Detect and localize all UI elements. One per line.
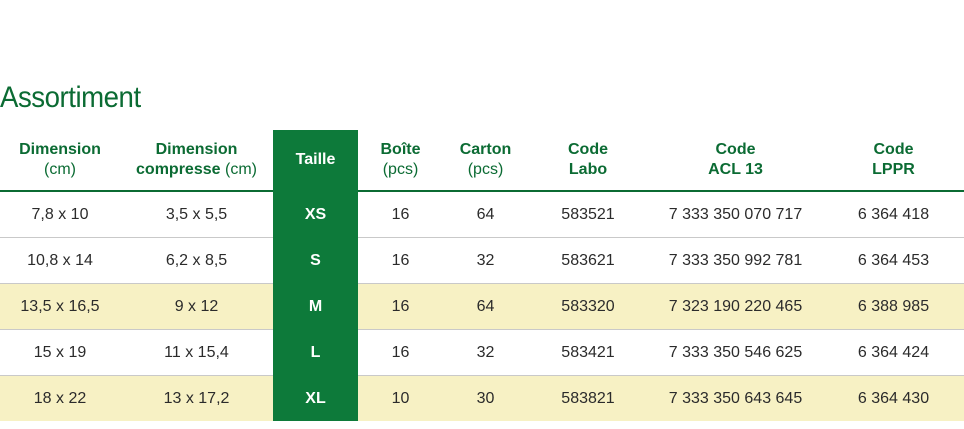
header-carton: Carton (pcs) bbox=[443, 130, 528, 192]
header-carton-main: Carton bbox=[459, 141, 512, 158]
table-row: 18 x 22 13 x 17,2 XL 10 30 583821 7 333 … bbox=[0, 375, 964, 421]
cell-compresse: 9 x 12 bbox=[120, 283, 273, 330]
cell-boite: 10 bbox=[358, 375, 443, 421]
header-dimension-main: Dimension bbox=[19, 141, 101, 158]
header-dimension-compresse-main: Dimension bbox=[155, 141, 238, 158]
header-code-labo: Code Labo bbox=[528, 130, 648, 192]
table-header-row: Dimension (cm) Dimension compresse (cm) … bbox=[0, 130, 964, 192]
header-boite-sub: (pcs) bbox=[382, 161, 419, 178]
header-code-labo-main: Code bbox=[568, 141, 608, 158]
header-code-lppr-main: Code bbox=[873, 141, 914, 158]
header-dimension-sub: (cm) bbox=[44, 161, 76, 178]
cell-code-labo: 583421 bbox=[528, 329, 648, 376]
cell-carton: 64 bbox=[443, 283, 528, 330]
cell-carton: 32 bbox=[443, 329, 528, 376]
cell-compresse: 13 x 17,2 bbox=[120, 375, 273, 421]
table-row: 13,5 x 16,5 9 x 12 M 16 64 583320 7 323 … bbox=[0, 283, 964, 330]
cell-dimension: 7,8 x 10 bbox=[0, 191, 120, 238]
cell-code-lppr: 6 388 985 bbox=[823, 283, 964, 330]
cell-code-lppr: 6 364 430 bbox=[823, 375, 964, 421]
header-dimension-compresse-main2: compresse bbox=[136, 161, 221, 178]
cell-taille: L bbox=[273, 329, 358, 376]
cell-boite: 16 bbox=[358, 191, 443, 238]
cell-code-lppr: 6 364 418 bbox=[823, 191, 964, 238]
cell-code-lppr: 6 364 453 bbox=[823, 237, 964, 284]
cell-code-acl: 7 323 190 220 465 bbox=[648, 283, 823, 330]
cell-dimension: 18 x 22 bbox=[0, 375, 120, 421]
cell-code-labo: 583320 bbox=[528, 283, 648, 330]
cell-taille: XL bbox=[273, 375, 358, 421]
header-boite: Boîte (pcs) bbox=[358, 130, 443, 192]
header-code-lppr-sub: LPPR bbox=[872, 161, 915, 178]
cell-compresse: 3,5 x 5,5 bbox=[120, 191, 273, 238]
header-dimension: Dimension (cm) bbox=[0, 130, 120, 192]
cell-code-acl: 7 333 350 070 717 bbox=[648, 191, 823, 238]
header-code-lppr: Code LPPR bbox=[823, 130, 964, 192]
cell-compresse: 11 x 15,4 bbox=[120, 329, 273, 376]
cell-taille: XS bbox=[273, 191, 358, 238]
cell-carton: 30 bbox=[443, 375, 528, 421]
cell-dimension: 13,5 x 16,5 bbox=[0, 283, 120, 330]
cell-dimension: 10,8 x 14 bbox=[0, 237, 120, 284]
cell-code-acl: 7 333 350 546 625 bbox=[648, 329, 823, 376]
cell-carton: 32 bbox=[443, 237, 528, 284]
cell-code-labo: 583621 bbox=[528, 237, 648, 284]
cell-boite: 16 bbox=[358, 283, 443, 330]
cell-boite: 16 bbox=[358, 329, 443, 376]
header-carton-sub: (pcs) bbox=[467, 161, 504, 178]
page-title: Assortiment bbox=[0, 81, 141, 114]
header-dimension-compresse: Dimension compresse (cm) bbox=[120, 130, 273, 192]
header-code-acl-main: Code bbox=[715, 141, 756, 158]
header-boite-main: Boîte bbox=[380, 141, 421, 158]
table-row: 7,8 x 10 3,5 x 5,5 XS 16 64 583521 7 333… bbox=[0, 191, 964, 238]
cell-code-acl: 7 333 350 643 645 bbox=[648, 375, 823, 421]
table-row: 10,8 x 14 6,2 x 8,5 S 16 32 583621 7 333… bbox=[0, 237, 964, 284]
cell-boite: 16 bbox=[358, 237, 443, 284]
assortment-table: Dimension (cm) Dimension compresse (cm) … bbox=[0, 130, 964, 421]
header-dimension-compresse-sub: (cm) bbox=[224, 161, 257, 178]
cell-compresse: 6,2 x 8,5 bbox=[120, 237, 273, 284]
header-code-acl-sub: ACL 13 bbox=[708, 161, 763, 178]
cell-dimension: 15 x 19 bbox=[0, 329, 120, 376]
cell-carton: 64 bbox=[443, 191, 528, 238]
header-code-acl: Code ACL 13 bbox=[648, 130, 823, 192]
header-taille: Taille bbox=[273, 130, 358, 192]
cell-code-labo: 583821 bbox=[528, 375, 648, 421]
table-row: 15 x 19 11 x 15,4 L 16 32 583421 7 333 3… bbox=[0, 329, 964, 376]
cell-taille: S bbox=[273, 237, 358, 284]
cell-code-labo: 583521 bbox=[528, 191, 648, 238]
cell-taille: M bbox=[273, 283, 358, 330]
cell-code-acl: 7 333 350 992 781 bbox=[648, 237, 823, 284]
header-code-labo-sub: Labo bbox=[568, 161, 608, 178]
cell-code-lppr: 6 364 424 bbox=[823, 329, 964, 376]
